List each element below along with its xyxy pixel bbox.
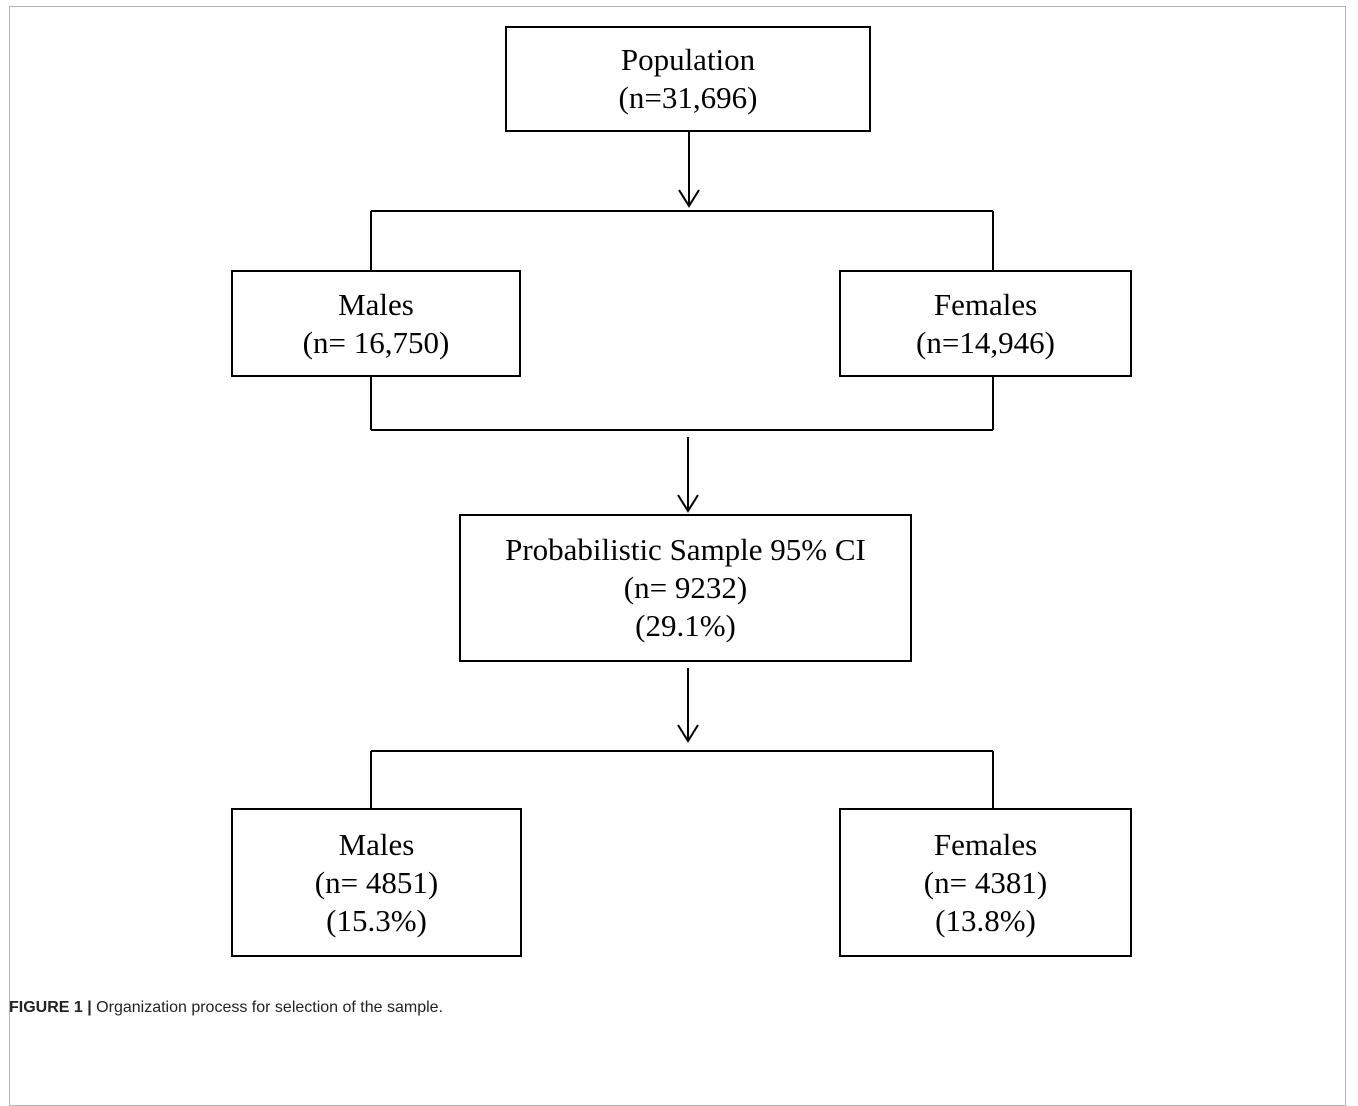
population-title: Population (620, 42, 756, 77)
males-title: Males (338, 286, 414, 322)
females-title: Females (933, 286, 1038, 322)
sample-males-percent: (15.3%) (326, 902, 427, 938)
sample-count: (n= 9232) (623, 570, 748, 605)
sample-females-title: Females (933, 826, 1038, 862)
males-box: Males (n= 16,750) (231, 270, 521, 377)
population-box: Population (n=31,696) (505, 26, 871, 132)
sample-females-box: Females (n= 4381) (13.8%) (839, 808, 1132, 957)
arrow-head-2 (677, 494, 699, 513)
sample-males-box: Males (n= 4851) (15.3%) (231, 808, 522, 957)
sample-females-count: (n= 4381) (923, 864, 1048, 900)
males-count: (n= 16,750) (302, 324, 450, 360)
sample-percent: (29.1%) (635, 608, 736, 643)
caption-label: FIGURE 1 | (9, 999, 92, 1016)
arrow-head-3 (677, 724, 699, 743)
sample-box: Probabilistic Sample 95% CI (n= 9232) (2… (459, 514, 912, 662)
sample-males-count: (n= 4851) (314, 864, 439, 900)
connector-lines (370, 132, 994, 809)
population-count: (n=31,696) (618, 80, 758, 115)
arrow-head-1 (678, 189, 700, 208)
sample-males-title: Males (338, 826, 415, 862)
females-box: Females (n=14,946) (839, 270, 1132, 377)
figure-caption: FIGURE 1 | Organization process for sele… (9, 999, 443, 1017)
sample-title: Probabilistic Sample 95% CI (505, 532, 866, 567)
females-count: (n=14,946) (916, 324, 1055, 360)
caption-text: Organization process for selection of th… (91, 999, 444, 1016)
sample-females-percent: (13.8%) (935, 902, 1036, 938)
